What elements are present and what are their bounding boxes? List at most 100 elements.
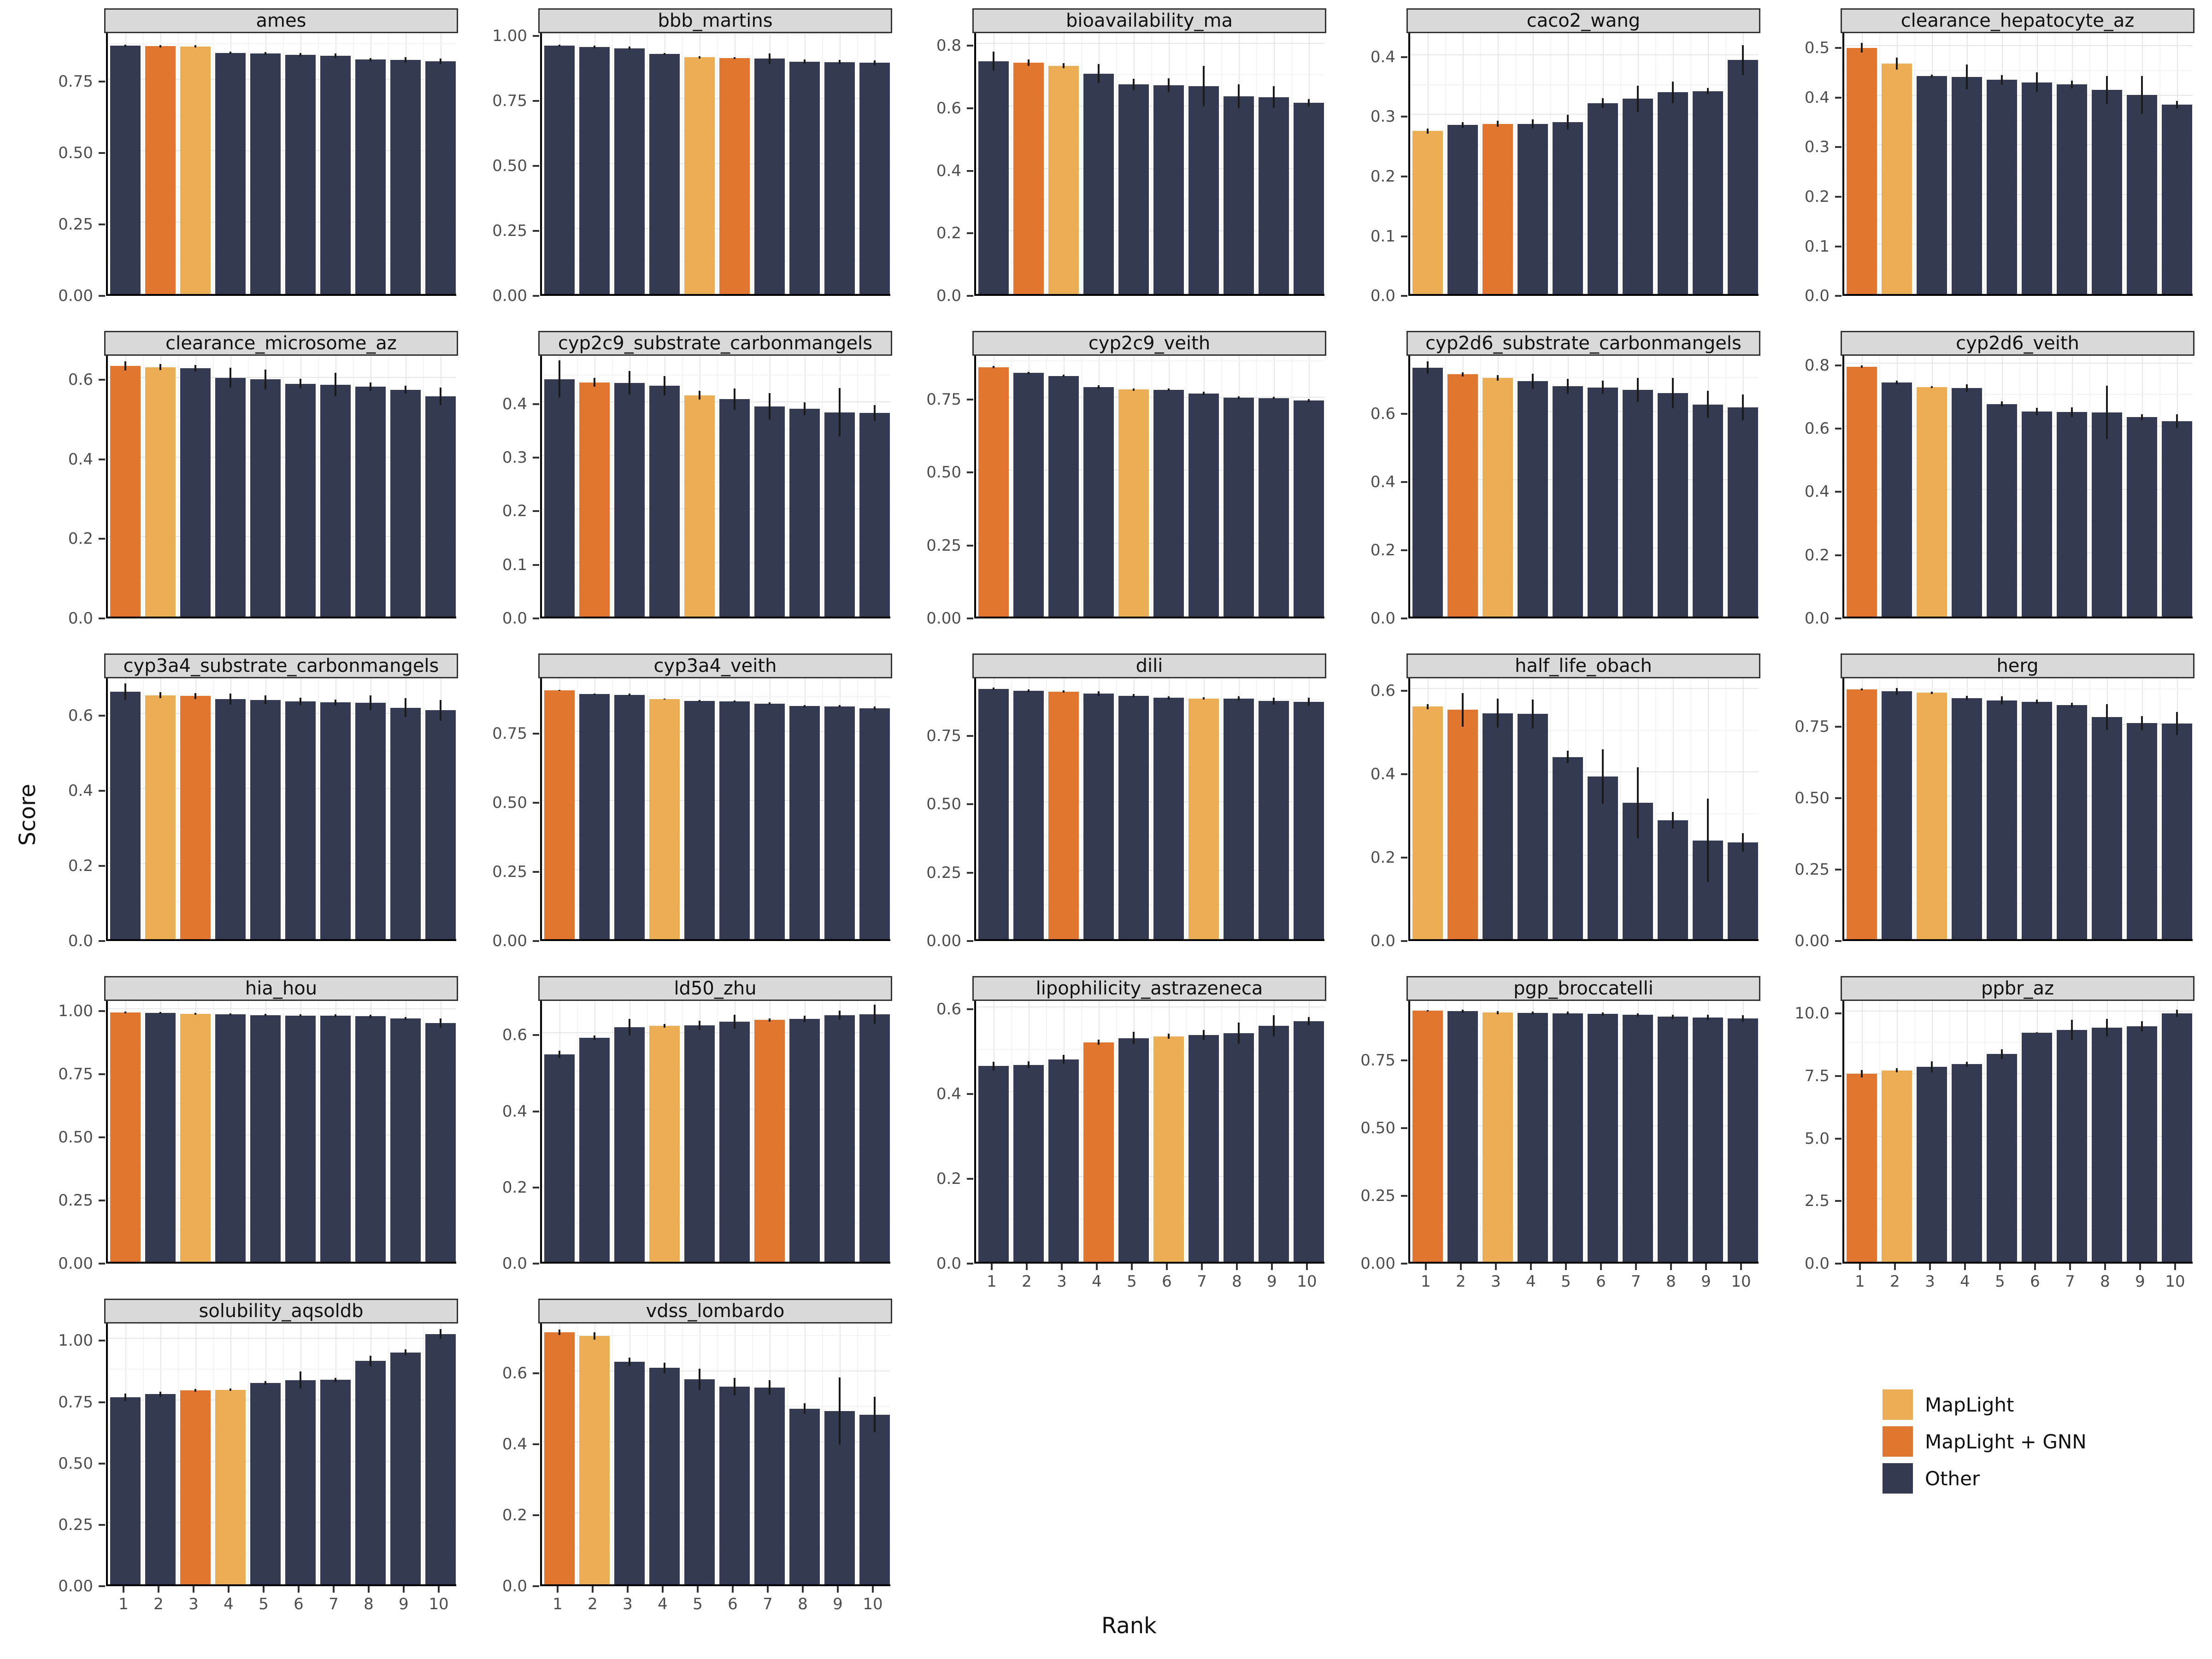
bar [1223, 1033, 1254, 1262]
x-tick-mark [1061, 1264, 1063, 1270]
error-bar [1966, 65, 1968, 89]
gridline-vertical [1655, 33, 1656, 294]
bar [1048, 691, 1079, 939]
gridline-major [976, 733, 1324, 734]
bar [754, 703, 785, 939]
y-tick-mark [533, 1263, 539, 1265]
x-tick-label: 10 [2165, 1272, 2185, 1291]
facet-title: ld50_zhu [674, 978, 757, 999]
plot-area [974, 33, 1324, 296]
bar [579, 382, 610, 617]
bar [2161, 421, 2193, 617]
bar [355, 386, 386, 617]
x-tick-mark [193, 1586, 194, 1593]
bar [1293, 701, 1324, 939]
gridline-vertical [1673, 678, 1674, 939]
error-bar [993, 688, 994, 690]
gridline-minor [976, 767, 1324, 768]
gridline-major [976, 230, 1324, 232]
error-bar [664, 1362, 665, 1373]
y-tick-mark [1401, 295, 1407, 297]
gridline-minor [976, 835, 1324, 837]
error-bar [2001, 401, 2003, 406]
gridline-vertical [213, 1001, 214, 1262]
x-tick-label: 3 [1491, 1272, 1501, 1291]
error-bar [1238, 1022, 1240, 1044]
gridline-major [108, 222, 456, 223]
gridline-vertical [542, 1324, 543, 1584]
gridline-major [1410, 293, 1759, 294]
bar [719, 1387, 750, 1584]
gridline-major [542, 98, 890, 99]
gridline-vertical [318, 1324, 319, 1584]
x-tick-label: 9 [1267, 1272, 1277, 1291]
bar [2021, 82, 2053, 294]
bar [1118, 389, 1149, 617]
bar [649, 1025, 680, 1262]
bar [544, 1054, 575, 1262]
gridline-minor [1410, 1227, 1759, 1228]
error-bar [440, 1018, 441, 1028]
x-tick-mark [872, 1586, 874, 1593]
error-bar [1168, 388, 1170, 391]
facet-title-strip: ld50_zhu [538, 976, 892, 1001]
x-tick-label: 3 [188, 1595, 199, 1613]
y-tick-label: 0.25 [1794, 860, 1830, 879]
gridline-major [976, 1176, 1324, 1177]
gridline-vertical [1011, 678, 1012, 939]
bar [859, 708, 890, 939]
error-bar [2036, 72, 2038, 93]
x-tick-label: 4 [224, 1595, 234, 1613]
y-tick-mark [99, 1585, 105, 1587]
error-bar [335, 1378, 336, 1382]
error-bar [1203, 65, 1205, 106]
facet-title: bioavailability_ma [1066, 10, 1233, 31]
x-tick-label: 7 [1631, 1272, 1641, 1291]
gridline-vertical [1984, 33, 1985, 294]
x-tick-mark [1929, 1264, 1931, 1270]
facet-panel: cyp3a4_substrate_carbonmangels 0.0 0.2 0.4 0… [41, 653, 466, 976]
bar [1188, 698, 1219, 939]
gridline-minor [976, 433, 1324, 435]
gridline-major [542, 1184, 890, 1186]
error-bar [1133, 79, 1135, 90]
error-bar [2106, 1019, 2108, 1037]
error-bar [405, 57, 406, 63]
gridline-vertical [1515, 33, 1516, 294]
facet-title: ames [256, 10, 306, 31]
facet-title-strip: bioavailability_ma [972, 8, 1326, 33]
y-tick-mark [533, 1372, 539, 1374]
x-tick-label: 2 [588, 1595, 598, 1613]
x-tick-mark [263, 1586, 265, 1593]
gridline-vertical [1046, 356, 1047, 617]
bar [859, 1014, 890, 1262]
gridline-major [1844, 1011, 2193, 1012]
gridline-minor [542, 1548, 890, 1549]
error-bar [229, 1013, 231, 1016]
bar [754, 59, 785, 294]
error-bar [804, 1403, 806, 1414]
x-tick-mark [298, 1586, 300, 1593]
y-tick-label: 0.8 [1804, 356, 1830, 375]
gridline-vertical [1725, 356, 1726, 617]
y-tick-label: 0.0 [936, 1254, 961, 1273]
error-bar [559, 1330, 560, 1335]
bar [1951, 1064, 1983, 1262]
facet-title: cyp3a4_veith [653, 655, 777, 677]
bar [250, 1015, 281, 1262]
y-tick-label: 0.6 [68, 706, 93, 725]
gridline-major [1844, 194, 2193, 195]
x-tick-label: 1 [1855, 1272, 1865, 1291]
bar [1517, 1013, 1548, 1262]
gridline-vertical [1151, 356, 1152, 617]
gridline-major [976, 616, 1324, 617]
error-bar [1427, 704, 1429, 709]
error-bar [370, 1015, 371, 1018]
error-bar [1707, 391, 1709, 418]
gridline-minor [1410, 1091, 1759, 1093]
plot-area [1842, 33, 2193, 296]
bar [2056, 705, 2088, 939]
bar [684, 57, 715, 294]
gridline-vertical [213, 678, 214, 939]
y-tick-label: 0.0 [68, 609, 93, 628]
